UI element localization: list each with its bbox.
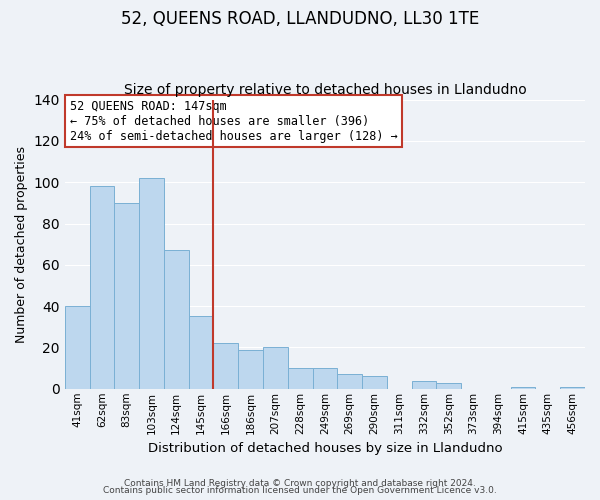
Bar <box>65 306 89 389</box>
Bar <box>238 350 263 389</box>
Bar <box>263 348 288 389</box>
Text: 52, QUEENS ROAD, LLANDUDNO, LL30 1TE: 52, QUEENS ROAD, LLANDUDNO, LL30 1TE <box>121 10 479 28</box>
Bar <box>89 186 115 389</box>
Bar <box>188 316 214 389</box>
Text: 52 QUEENS ROAD: 147sqm
← 75% of detached houses are smaller (396)
24% of semi-de: 52 QUEENS ROAD: 147sqm ← 75% of detached… <box>70 100 398 142</box>
Bar <box>412 380 436 389</box>
Bar <box>214 344 238 389</box>
Title: Size of property relative to detached houses in Llandudno: Size of property relative to detached ho… <box>124 83 526 97</box>
Bar <box>362 376 387 389</box>
Bar <box>139 178 164 389</box>
Y-axis label: Number of detached properties: Number of detached properties <box>15 146 28 342</box>
Text: Contains public sector information licensed under the Open Government Licence v3: Contains public sector information licen… <box>103 486 497 495</box>
Bar <box>436 382 461 389</box>
Bar <box>337 374 362 389</box>
X-axis label: Distribution of detached houses by size in Llandudno: Distribution of detached houses by size … <box>148 442 502 455</box>
Text: Contains HM Land Registry data © Crown copyright and database right 2024.: Contains HM Land Registry data © Crown c… <box>124 478 476 488</box>
Bar <box>511 386 535 389</box>
Bar <box>288 368 313 389</box>
Bar <box>560 386 585 389</box>
Bar <box>164 250 188 389</box>
Bar <box>115 203 139 389</box>
Bar <box>313 368 337 389</box>
